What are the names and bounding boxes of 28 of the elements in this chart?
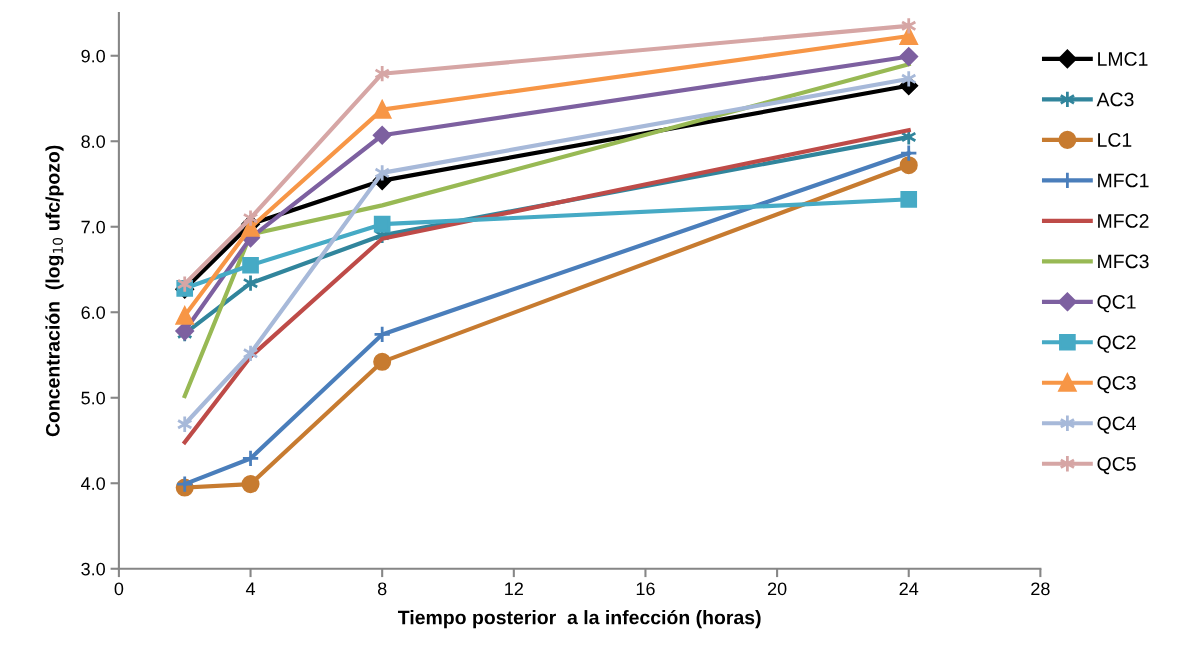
y-tick-label: 6.0 (81, 306, 105, 319)
y-tick-label: 8.0 (81, 135, 105, 148)
legend-label: MFC2 (1098, 214, 1149, 228)
x-tick-label: 0 (114, 582, 124, 596)
legend-label: LMC1 (1098, 52, 1148, 66)
legend-label: MFC3 (1098, 254, 1149, 269)
legend-label: LC1 (1098, 133, 1132, 147)
x-tick-label: 4 (245, 582, 256, 596)
x-tick-label: 8 (377, 582, 387, 596)
legend-label: MFC1 (1098, 173, 1149, 188)
y-tick-label: 5.0 (81, 391, 105, 405)
legend-label: QC3 (1097, 376, 1136, 394)
legend-label: QC1 (1097, 295, 1136, 313)
x-tick-label: 24 (899, 582, 919, 596)
legend-label: QC4 (1097, 416, 1136, 434)
y-axis-title: Concentración (log$_{10}$ ufc/pozo) (45, 145, 64, 437)
y-tick-label: 4.0 (81, 477, 105, 490)
y-tick-label: 7.0 (81, 220, 105, 234)
legend-label: QC5 (1097, 456, 1136, 475)
y-tick-label: 3.0 (81, 562, 105, 576)
x-tick-label: 16 (636, 582, 655, 596)
legend-label: AC3 (1096, 92, 1134, 107)
x-tick-label: 28 (1031, 582, 1050, 596)
x-tick-label: 20 (767, 582, 787, 596)
x-axis-title: Tiempo posterior a la infección (horas) (397, 609, 761, 629)
legend-label: QC2 (1097, 335, 1136, 353)
y-tick-label: 9.0 (81, 49, 105, 63)
x-tick-label: 12 (505, 582, 523, 596)
